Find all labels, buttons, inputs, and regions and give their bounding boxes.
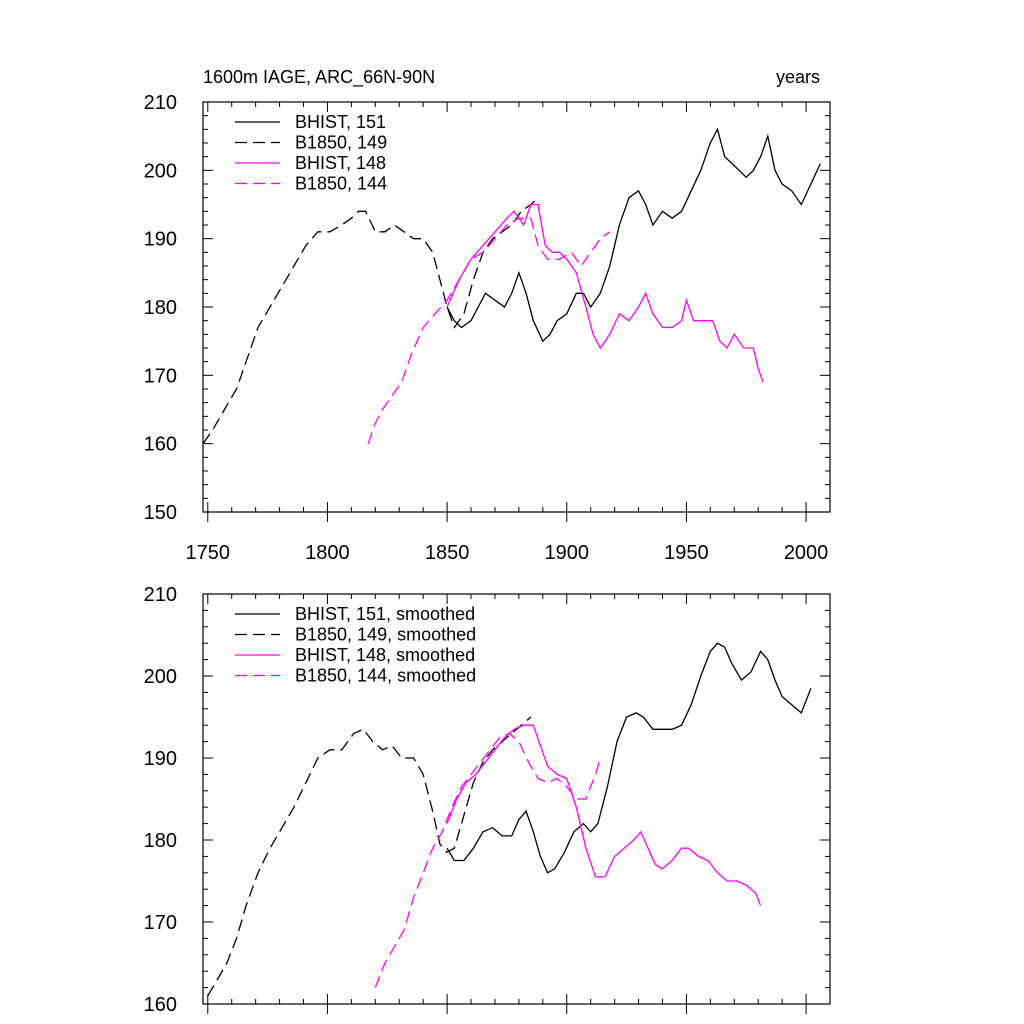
y-tick-label: 170: [144, 912, 177, 934]
legend-label: B1850, 144: [295, 174, 387, 194]
series-line: [446, 642, 812, 874]
y-tick-label: 190: [144, 748, 177, 770]
units-label: years: [776, 67, 820, 87]
legend-label: B1850, 149: [295, 133, 387, 153]
y-tick-label: 210: [144, 92, 177, 114]
series-line: [446, 203, 764, 383]
x-tick-label: 1800: [305, 542, 350, 564]
y-tick-label: 170: [144, 365, 177, 387]
legend-label: BHIST, 148, smoothed: [295, 645, 475, 665]
x-tick-label: 1750: [186, 542, 231, 564]
legend-label: BHIST, 151, smoothed: [295, 604, 475, 624]
top-panel: 150 160 170 180 190 200 210 1750 1800 1850 1900 195…: [144, 92, 831, 564]
series-line: [446, 127, 821, 343]
x-tick-label: 1850: [425, 542, 470, 564]
legend-label: BHIST, 148: [295, 153, 386, 173]
y-tick-label: 160: [144, 994, 177, 1016]
x-tick-label: 2000: [784, 542, 829, 564]
legend-label: B1850, 144, smoothed: [295, 666, 476, 686]
series-line: [446, 724, 762, 906]
y-tick-label: 210: [144, 584, 177, 606]
x-tick-label: 1950: [664, 542, 709, 564]
y-tick-label: 200: [144, 160, 177, 182]
y-tick-label: 180: [144, 297, 177, 319]
y-tick-label: 150: [144, 502, 177, 524]
y-tick-label: 160: [144, 434, 177, 456]
plot-title: 1600m IAGE, ARC_66N-90N: [203, 67, 435, 88]
x-tick-label: 1900: [545, 542, 590, 564]
series-line: [374, 732, 601, 988]
y-tick-label: 200: [144, 666, 177, 688]
legend-label: BHIST, 151: [295, 112, 386, 132]
series-line: [367, 217, 611, 444]
legend-label: B1850, 149, smoothed: [295, 625, 476, 645]
y-tick-label: 190: [144, 229, 177, 251]
y-tick-label: 180: [144, 830, 177, 852]
series-line: [203, 197, 539, 445]
plot-frame: [202, 593, 831, 1005]
